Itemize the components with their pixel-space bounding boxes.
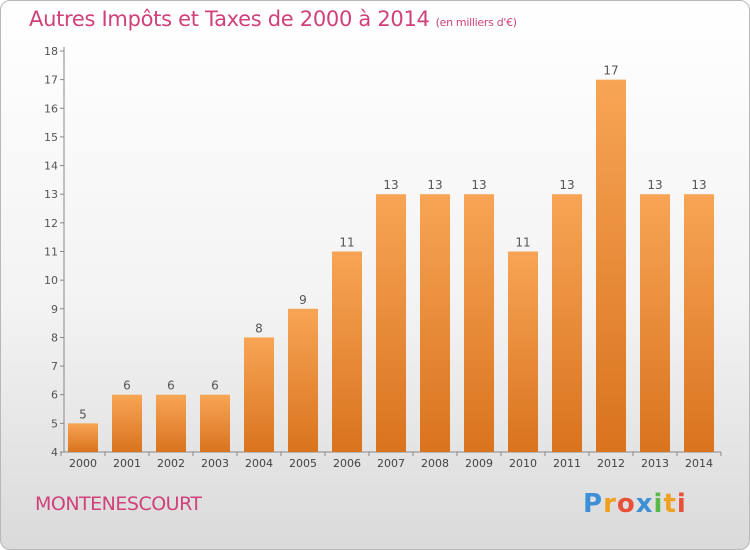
y-tick-label: 12 (44, 217, 58, 230)
x-tick-label: 2002 (157, 457, 185, 470)
x-tick-label: 2009 (465, 457, 493, 470)
bar (200, 394, 230, 452)
data-label: 13 (471, 178, 486, 192)
data-label: 9 (299, 293, 307, 307)
data-label: 13 (691, 178, 706, 192)
chart-title: Autres Impôts et Taxes de 2000 à 2014 (en… (29, 7, 517, 31)
bar (552, 194, 582, 452)
logo-letter: i (676, 489, 687, 519)
logo-letter: t (663, 489, 677, 519)
x-tick-label: 2013 (641, 457, 669, 470)
y-tick-label: 11 (44, 246, 58, 259)
chart-title-text: Autres Impôts et Taxes de 2000 à 2014 (29, 7, 430, 31)
x-tick-label: 2010 (509, 457, 537, 470)
data-label: 6 (167, 379, 175, 393)
bar (508, 251, 538, 452)
x-tick-label: 2012 (597, 457, 625, 470)
data-label: 6 (123, 379, 131, 393)
data-label: 11 (339, 236, 354, 250)
logo-letter: r (603, 489, 617, 519)
bar (244, 337, 274, 452)
logo-letter: P (583, 489, 604, 519)
data-label: 8 (255, 321, 263, 335)
x-tick-label: 2004 (245, 457, 273, 470)
bars (68, 79, 714, 453)
x-tick-label: 2005 (289, 457, 317, 470)
bar (464, 194, 494, 452)
chart-subtitle: (en milliers d'€) (435, 16, 517, 29)
bar (332, 251, 362, 452)
y-tick-label: 9 (51, 303, 58, 316)
bar (376, 194, 406, 452)
y-tick-label: 16 (44, 102, 58, 115)
bar (596, 79, 626, 453)
y-tick-label: 14 (44, 160, 58, 173)
y-tick-label: 5 (51, 417, 58, 430)
axes: 4 5 6 7 8 9 10 11 12 13 14 15 16 17 18 2000 2001 2002 2003… (44, 45, 722, 470)
x-tick-label: 2000 (69, 457, 97, 470)
y-tick-label: 7 (51, 360, 58, 373)
y-tick-label: 8 (51, 331, 58, 344)
data-label: 17 (603, 64, 618, 78)
bar (288, 308, 318, 452)
y-tick-label: 4 (51, 446, 58, 459)
bar (420, 194, 450, 452)
data-label: 5 (79, 407, 87, 421)
data-label: 6 (211, 379, 219, 393)
y-tick-label: 15 (44, 131, 58, 144)
x-tick-label: 2008 (421, 457, 449, 470)
bar (684, 194, 714, 452)
x-tick-label: 2001 (113, 457, 141, 470)
y-tick-label: 13 (44, 188, 58, 201)
data-label: 13 (559, 178, 574, 192)
y-tick-label: 10 (44, 274, 58, 287)
bar (156, 394, 186, 452)
y-tick-label: 6 (51, 389, 58, 402)
x-tick-label: 2011 (553, 457, 581, 470)
place-name: MONTENESCOURT (35, 493, 202, 515)
bar (640, 194, 670, 452)
x-tick-label: 2014 (685, 457, 713, 470)
bar (112, 394, 142, 452)
bar (68, 423, 98, 452)
data-label: 11 (515, 236, 530, 250)
x-tick-label: 2006 (333, 457, 361, 470)
proxiti-logo[interactable]: Proxiti (583, 489, 687, 519)
data-label: 13 (427, 178, 442, 192)
data-label: 13 (647, 178, 662, 192)
y-tick-label: 18 (44, 45, 58, 58)
x-tick-label: 2007 (377, 457, 405, 470)
logo-letter: i (653, 489, 664, 519)
data-labels: 5 6 6 6 8 9 11 13 13 13 11 13 17 13 13 (79, 64, 706, 422)
logo-letter: x (635, 489, 654, 519)
data-label: 13 (383, 178, 398, 192)
x-tick-label: 2003 (201, 457, 229, 470)
logo-letter: o (616, 489, 636, 519)
y-tick-label: 17 (44, 74, 58, 87)
